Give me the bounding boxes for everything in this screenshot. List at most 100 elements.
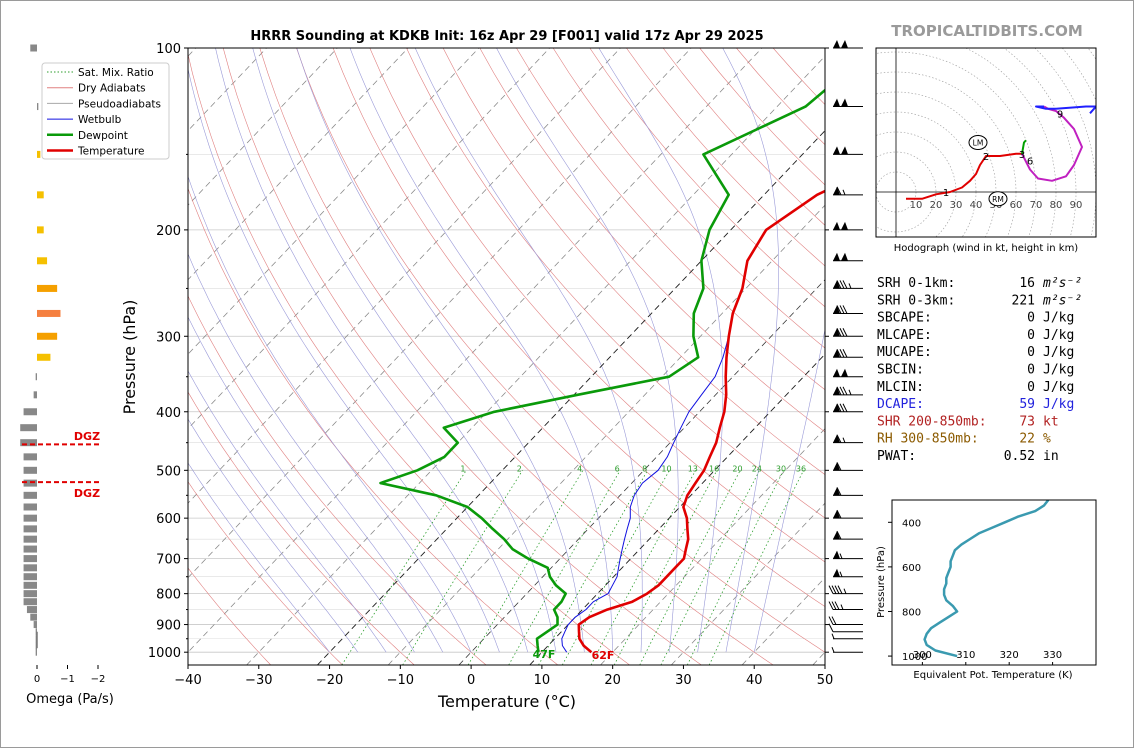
wind-barb (833, 462, 863, 471)
moist-adiabat (188, 175, 472, 653)
dry-adiabat (222, 48, 702, 665)
wind-barb (833, 487, 863, 496)
wind-barbs (828, 40, 863, 653)
y-tick-label: 400 (156, 406, 181, 421)
omega-bar (23, 453, 37, 461)
barb-full (842, 280, 848, 289)
wind-barb (833, 146, 863, 155)
barb-half (848, 389, 852, 396)
dgz-label-top: DGZ (74, 430, 100, 443)
x-tick-label: −40 (174, 673, 201, 688)
hodograph-ring-label: 40 (970, 200, 983, 211)
mixing-ratio-line (686, 470, 785, 665)
theta-e-y-label: Pressure (hPa) (876, 546, 887, 618)
isotherm-line (188, 48, 550, 430)
skew-t-ticks: −40 −30 −20 −10 0 10 20 30 40 50 100 200 300 400 500 60… (148, 42, 833, 688)
surface-dew-label: 47F (533, 648, 556, 661)
omega-bar (23, 598, 37, 606)
index-unit: J/kg (1043, 397, 1074, 412)
site-watermark: TROPICALTIDBITS.COM (891, 22, 1083, 40)
omega-bar (37, 284, 58, 292)
omega-bar (33, 391, 37, 399)
mixing-ratio-label: 6 (615, 465, 620, 474)
skew-t-panel: 1 2 4 6 8 10 13 16 20 24 30 36 −40 −30 −20 −10 0 10 20 30 4… (41, 42, 833, 711)
barb-half (831, 633, 835, 639)
barb-half (843, 588, 847, 594)
index-value: 0.52 (1004, 449, 1035, 464)
indices-table: SRH 0-1km: 16 m²s⁻² SRH 0-3km: 221 m²s⁻² SBCAP… (877, 276, 1082, 464)
index-label: SRH 0-1km: (877, 276, 955, 291)
barb-full (836, 186, 842, 196)
barb-full (839, 403, 845, 412)
mixing-ratio-line (538, 470, 648, 665)
moist-adiabat (188, 316, 415, 653)
barb-full (842, 328, 848, 337)
index-unit: J/kg (1043, 363, 1074, 378)
theta-e-plot (923, 500, 1050, 658)
index-value: 0 (1027, 363, 1035, 378)
barb-half (839, 553, 843, 559)
dry-adiabat (332, 48, 825, 607)
omega-bar (37, 103, 39, 111)
x-tick-label: 30 (675, 673, 692, 688)
dry-adiabat (188, 567, 272, 665)
barb-full (836, 530, 842, 540)
omega-x-label: Omega (Pa/s) (26, 692, 114, 707)
y-tick-label: 800 (156, 588, 181, 603)
barb-full (836, 403, 842, 412)
barb-full (839, 280, 845, 289)
hodograph-height-label: 2 (983, 152, 989, 163)
rm-label: RM (992, 195, 1004, 204)
index-value: 73 (1019, 414, 1035, 429)
hodograph-ring-label: 70 (1030, 200, 1043, 211)
barb-full (836, 305, 842, 314)
index-label: MLCIN: (877, 380, 924, 395)
index-unit: kt (1043, 414, 1059, 429)
dry-adiabat (406, 48, 825, 519)
barb-flag (841, 40, 848, 48)
dry-adiabat (188, 187, 559, 665)
index-unit: J/kg (1043, 328, 1074, 343)
barb-flag (833, 403, 840, 412)
moist-adiabat (188, 253, 444, 653)
barb-full (836, 462, 842, 471)
wind-barb (833, 221, 863, 231)
omega-bar (23, 514, 37, 522)
hodograph-ring-label: 80 (1050, 200, 1063, 211)
surface-temp-label: 62F (592, 649, 615, 662)
legend-label: Temperature (77, 146, 145, 158)
omega-bar (23, 503, 37, 511)
moist-adiabat (296, 48, 585, 653)
isotherm-line (188, 48, 692, 579)
wind-barb (831, 647, 863, 653)
legend-label: Pseudoadiabats (78, 98, 161, 110)
index-value: 59 (1019, 397, 1035, 412)
dry-adiabat (479, 48, 825, 433)
barb-flag (841, 146, 848, 155)
x-tick-label: 40 (746, 673, 763, 688)
theta-e-line (923, 500, 1050, 658)
omega-bar (30, 44, 37, 52)
wind-barb (828, 601, 863, 611)
skew-t-y-label: Pressure (hPa) (120, 300, 139, 415)
omega-bar (23, 466, 37, 474)
index-label: MUCAPE: (877, 345, 932, 360)
wind-barb (833, 328, 863, 337)
omega-bar (23, 525, 37, 533)
mixing-ratio-label: 16 (709, 465, 719, 474)
wind-barb (833, 368, 863, 378)
dewpoint-line (379, 88, 825, 653)
wind-barb (831, 633, 863, 640)
barb-half (839, 571, 843, 577)
barb-half (848, 283, 852, 289)
omega-bar (37, 332, 58, 340)
omega-bar (35, 648, 37, 656)
mixing-ratio-label: 24 (752, 465, 762, 474)
hodograph-panel: 10203040506070809012369LMRM Hodograph (w… (875, 47, 1097, 254)
index-label: SHR 200-850mb: (877, 414, 987, 429)
temperature-line (577, 189, 825, 654)
index-value: 221 (1012, 293, 1035, 308)
hodograph-ring-label: 20 (930, 200, 943, 211)
mixing-ratio-label: 2 (517, 465, 522, 474)
